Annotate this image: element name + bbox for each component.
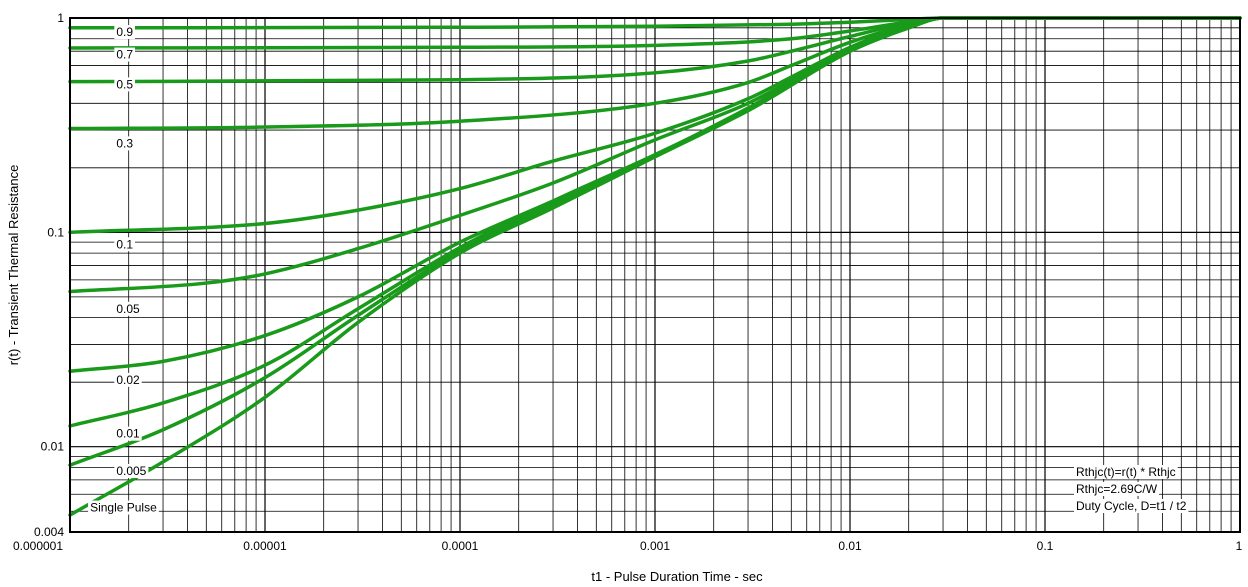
series-label: 0.1 <box>116 237 133 251</box>
x-tick-label: 0.00001 <box>243 539 287 553</box>
series-label-background <box>88 500 159 515</box>
annotation-background <box>1074 465 1178 479</box>
y-tick-label: 0.01 <box>41 440 65 454</box>
x-tick-label: 0.001 <box>640 539 670 553</box>
annotation-line: Rthjc(t)=r(t) * Rthjc <box>1076 465 1176 479</box>
annotation-box: Rthjc(t)=r(t) * Rthjc Rthjc=2.69C/W Duty C… <box>1074 465 1189 513</box>
x-axis-title: t1 - Pulse Duration Time - sec <box>591 569 763 584</box>
annotation-background <box>1074 482 1160 496</box>
x-axis-ticks: 0.000001 0.00001 0.0001 0.001 0.01 0.1 1 <box>13 539 1243 553</box>
series-label-background <box>114 77 136 92</box>
annotation-background <box>1074 499 1189 513</box>
series-label-background <box>114 372 142 387</box>
series-label: 0.3 <box>116 136 133 150</box>
series-label: 0.01 <box>116 427 140 441</box>
series-label: Single Pulse <box>90 501 157 515</box>
series-label-background <box>114 237 136 252</box>
series-label: 0.02 <box>116 373 140 387</box>
annotation-line: Rthjc=2.69C/W <box>1076 482 1158 496</box>
x-tick-label: 1 <box>1236 539 1243 553</box>
x-tick-label: 0.1 <box>1037 539 1054 553</box>
y-tick-label: 0.1 <box>47 225 64 239</box>
series-label: 0.5 <box>116 77 133 91</box>
x-tick-label: 0.000001 <box>13 539 63 553</box>
x-tick-label: 0.01 <box>838 539 862 553</box>
series-label-background <box>114 464 149 479</box>
series-label-background <box>114 47 136 62</box>
series-label-background <box>114 25 136 40</box>
series-label: 0.9 <box>116 25 133 39</box>
series-label-background <box>114 426 142 441</box>
series-labels: 0.9 0.7 0.5 0.3 0.1 0.05 0.02 0.01 0.005 Single P… <box>88 25 159 515</box>
y-tick-label: 0.004 <box>34 525 64 539</box>
x-tick-label: 0.0001 <box>442 539 479 553</box>
series-label-background <box>114 301 142 316</box>
y-axis-title: r(t) - Transient Thermal Resistance <box>6 165 21 366</box>
series-label: 0.005 <box>116 464 146 478</box>
y-tick-label: 1 <box>57 11 64 25</box>
series-line <box>68 16 1242 517</box>
series-label: 0.05 <box>116 302 140 316</box>
plot-frame <box>69 17 1241 533</box>
y-axis-ticks: 1 0.1 0.01 0.004 <box>34 11 64 539</box>
series-label: 0.7 <box>116 48 133 62</box>
series-label-background <box>114 136 136 151</box>
annotation-line: Duty Cycle, D=t1 / t2 <box>1076 499 1187 513</box>
